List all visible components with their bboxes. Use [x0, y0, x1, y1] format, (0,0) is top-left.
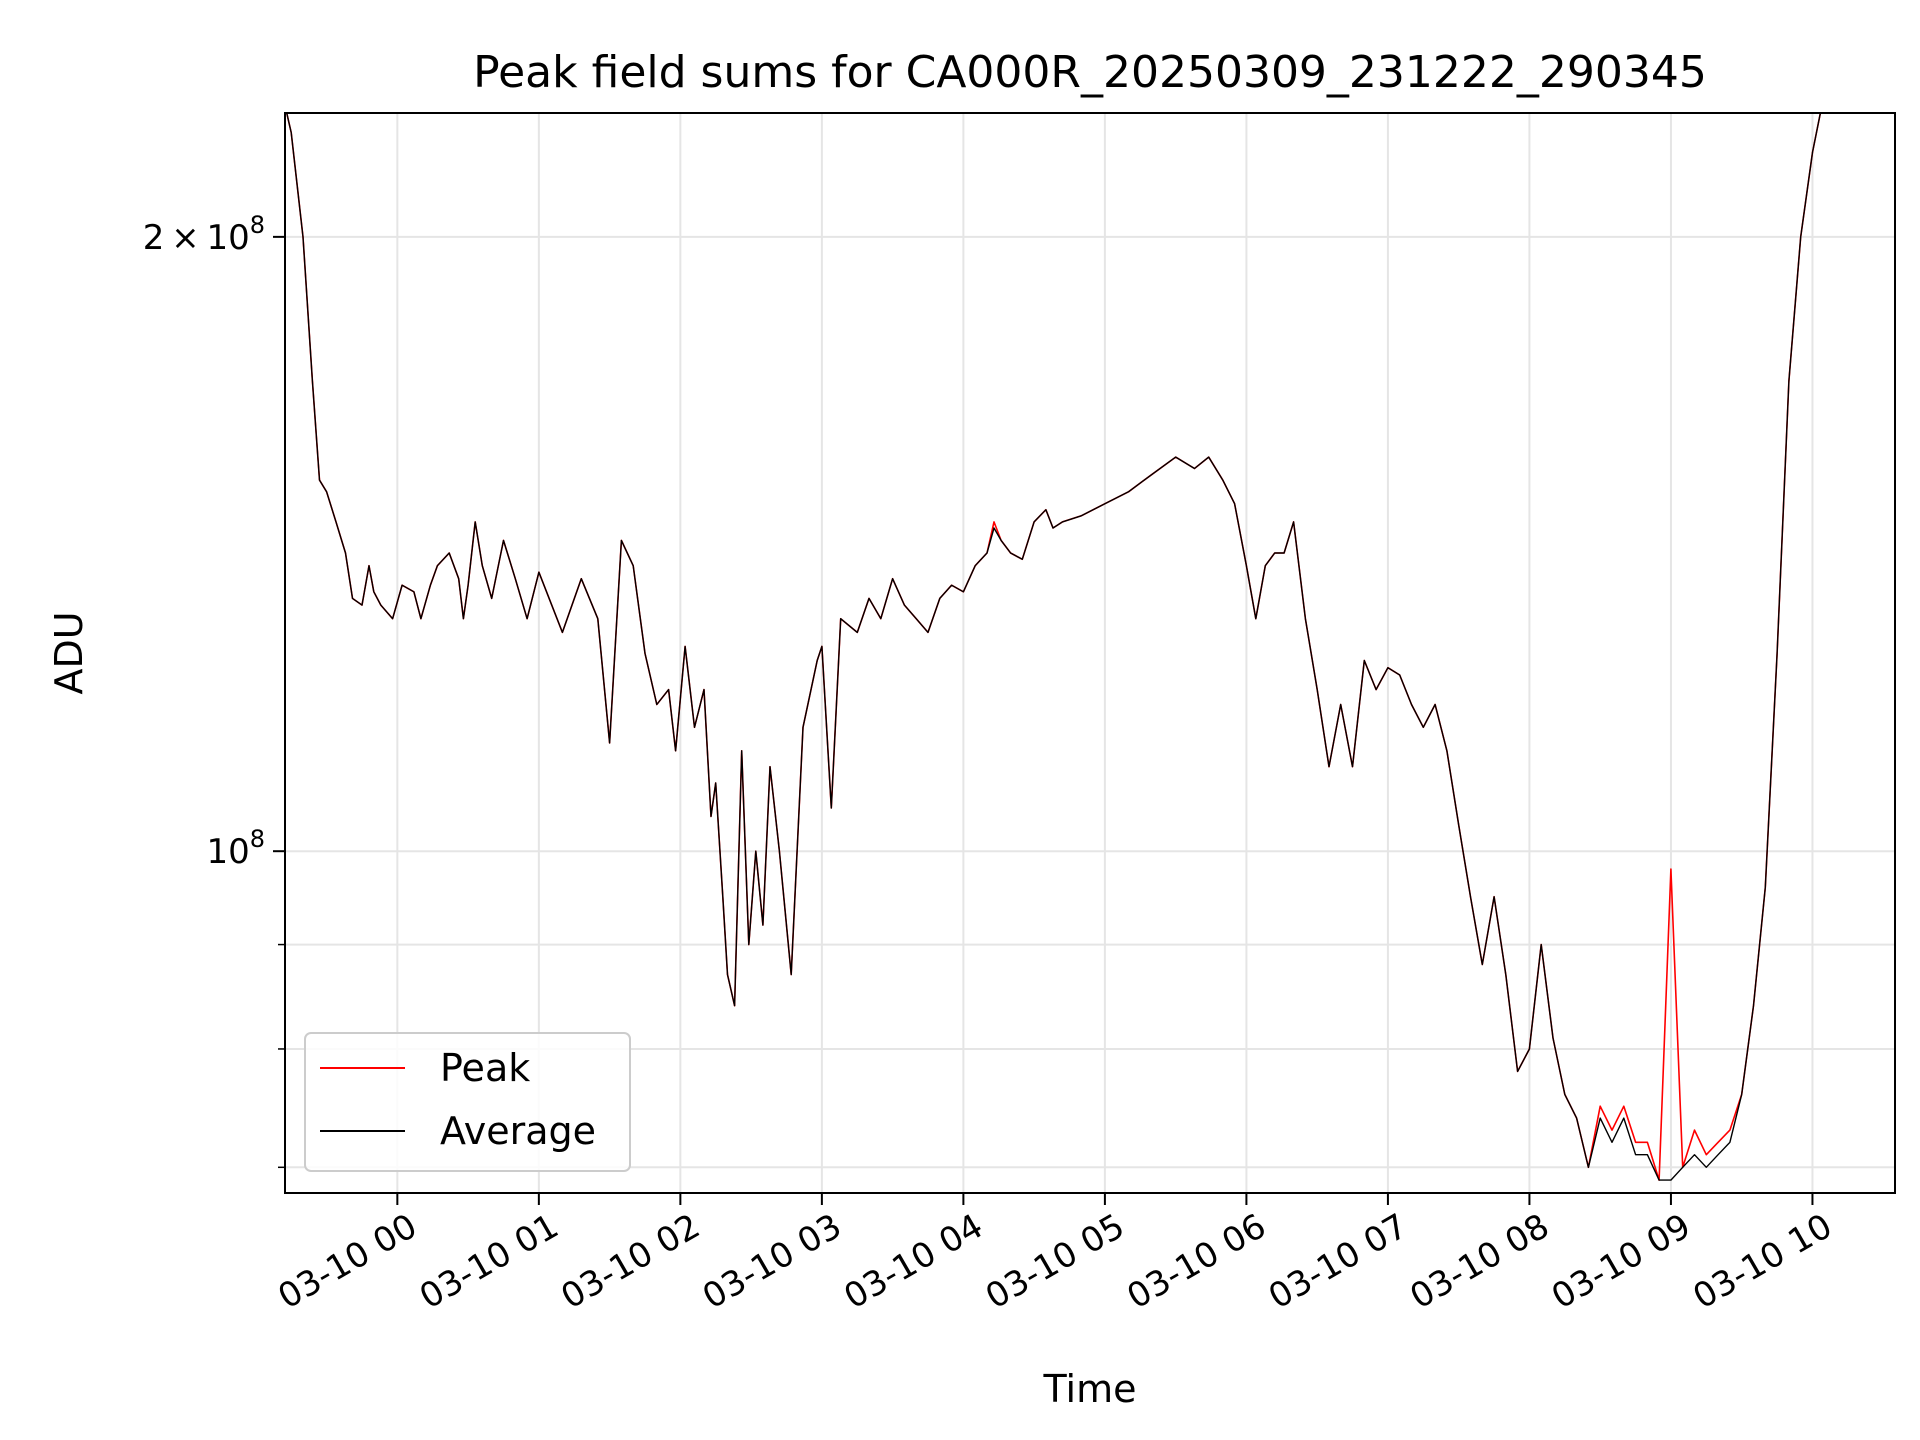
grid: [285, 113, 1895, 1193]
legend-peak-label: Peak: [440, 1046, 530, 1090]
legend-average-label: Average: [440, 1109, 596, 1153]
legend: Peak Average: [304, 1032, 631, 1172]
y-tick-label: 2 × 108: [143, 211, 265, 258]
y-tick-label: 108: [206, 825, 265, 872]
series-average-line: [286, 113, 1822, 1181]
chart-title: Peak field sums for CA000R_20250309_2312…: [473, 47, 1707, 98]
y-axis-label: ADU: [47, 611, 91, 694]
plot-frame: [284, 112, 1896, 1194]
series-layer: [285, 113, 1822, 1181]
x-axis-label: Time: [1043, 1367, 1137, 1411]
